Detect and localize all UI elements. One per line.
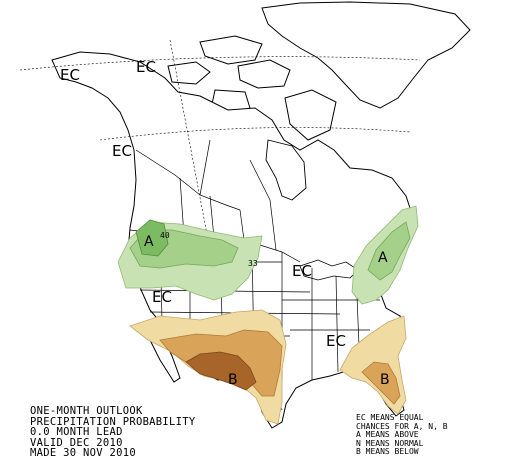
title-line-5: MADE 30 NOV 2010 (30, 447, 136, 459)
canada-borders (135, 139, 277, 251)
legend-line-5: B MEANS BELOW (356, 447, 419, 456)
legend-line-1: EC MEANS EQUAL (356, 413, 424, 422)
ec-label-north: EC (136, 58, 156, 76)
above-label-northeast: A (378, 250, 388, 266)
title-line-2: PRECIPITATION PROBABILITY (30, 415, 196, 428)
legend-line-2: CHANCES FOR A, N, B (356, 421, 448, 431)
outlook-title-block: ONE-MONTH OUTLOOK PRECIPITATION PROBABIL… (30, 406, 196, 459)
above-normal-northeast-mid (367, 221, 411, 281)
ec-label-alaska: EC (60, 66, 80, 84)
below-label-southwest: B (228, 372, 238, 388)
contour-label-33: 33 (248, 259, 258, 268)
title-line-1: ONE-MONTH OUTLOOK (30, 405, 143, 417)
contour-label-40: 40 (160, 231, 170, 240)
title-line-4: VALID DEC 2010 (30, 436, 123, 449)
latitude-line-2 (99, 127, 411, 141)
below-label-southeast: B (380, 372, 390, 388)
above-normal-northwest-dark (135, 219, 169, 257)
below-normal-southeast-mid (361, 361, 401, 405)
legend-line-3: A MEANS ABOVE (356, 430, 419, 439)
legend-block: EC MEANS EQUAL CHANCES FOR A, N, B A MEA… (356, 413, 448, 457)
ec-label-central: EC (292, 262, 312, 280)
below-normal-dark (185, 351, 257, 391)
ec-label-westcoast: EC (112, 142, 132, 160)
arctic-island-1 (199, 35, 263, 65)
ec-label-south: EC (326, 332, 346, 350)
latitude-line-1 (19, 56, 421, 71)
arctic-island-3 (167, 61, 211, 85)
ec-label-west: EC (152, 288, 172, 306)
greenland-landmass (261, 1, 471, 109)
arctic-island-4 (284, 89, 337, 141)
legend-line-4: N MEANS NORMAL (356, 438, 424, 448)
title-line-3: 0.0 MONTH LEAD (30, 426, 123, 438)
arctic-island-2 (237, 59, 291, 89)
above-label-northwest: A (144, 234, 154, 250)
hudson-bay (265, 139, 307, 201)
